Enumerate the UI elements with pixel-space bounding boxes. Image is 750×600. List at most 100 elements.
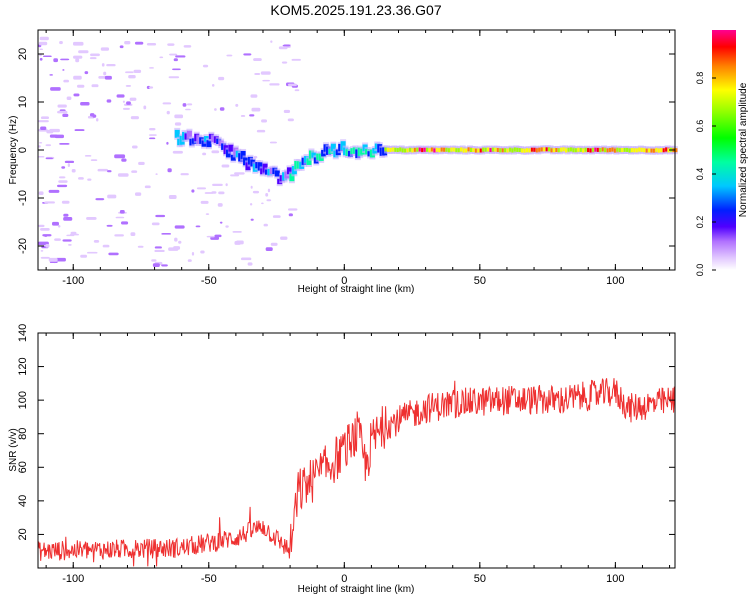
spectrogram-noise-cell	[76, 84, 85, 88]
spectrogram-noise-cell	[38, 224, 45, 228]
spectrogram-noise-cell	[250, 94, 258, 98]
spectrogram-noise-cell	[39, 48, 43, 50]
spectrogram-noise-cell	[58, 180, 68, 183]
spectrogram-noise-cell	[173, 58, 178, 62]
spectrogram-noise-cell	[202, 64, 209, 68]
snr-y-tick-label: 60	[17, 461, 29, 473]
spectrogram-noise-cell	[44, 201, 55, 204]
spectrogram-noise-cell	[205, 213, 210, 215]
spectrogram-noise-cell	[159, 56, 164, 59]
spectrogram-noise-cell	[254, 73, 261, 76]
spectrogram-noise-cell	[167, 168, 172, 173]
spectrogram-noise-cell	[89, 57, 97, 60]
colorbar-tick-label: 0.0	[695, 264, 705, 277]
spectrogram-noise-cell	[63, 213, 69, 217]
spectrogram-noise-cell	[240, 115, 246, 117]
spectrogram-noise-cell	[122, 100, 125, 103]
spectrogram-noise-cell	[62, 113, 69, 118]
spectrogram-noise-cell	[187, 103, 193, 106]
spectrogram-noise-cell	[115, 216, 125, 219]
spectrogram-noise-cell	[117, 173, 129, 177]
colorbar-tick-label: 0.8	[695, 72, 705, 85]
spectrogram-noise-cell	[212, 183, 223, 187]
colorbar-ticks: 0.0 0.2 0.4 0.6 0.8	[695, 72, 716, 277]
spectrogram-noise-cell	[38, 191, 44, 196]
spectrogram-noise-cell	[175, 55, 186, 58]
colorbar-label: Normalized spectral amplitude	[738, 82, 749, 217]
spectrogram-noise-cell	[123, 107, 130, 110]
spectrogram-noise-cell	[103, 71, 107, 76]
colorbar-tick-label: 0.6	[695, 120, 705, 133]
snr-series-line	[37, 378, 676, 567]
spectrogram-noise-cell	[90, 53, 100, 57]
snr-x-label: Height of straight line (km)	[298, 584, 415, 595]
spectrogram-noise-cell	[249, 202, 253, 206]
spectrogram-noise-cell	[261, 202, 264, 205]
spectrogram-noise-cell	[235, 240, 244, 245]
spectrogram-noise-cell	[87, 178, 92, 181]
spectrogram-noise-cell	[124, 41, 131, 45]
spectrogram-noise-cell	[249, 114, 255, 117]
spectrogram-y-ticks: -20 -10 0 10 20	[17, 48, 675, 254]
spectrogram-noise-cell	[191, 252, 195, 256]
spectrogram-noise-cell	[80, 254, 88, 258]
spectrogram-noise-cell	[45, 144, 52, 147]
spectrogram-noise-cell	[54, 238, 61, 241]
spectrogram-noise-cell	[225, 225, 229, 228]
snr-y-tick-label: 100	[17, 391, 29, 409]
spectrogram-noise-cell	[263, 223, 268, 227]
spectrogram-noise-cell	[68, 244, 72, 246]
spectrogram-noise-cell	[247, 262, 253, 266]
spectrogram-noise-cell	[59, 176, 66, 179]
spectrogram-noise-cell	[38, 145, 41, 148]
spectrogram-noise-cell	[100, 47, 110, 51]
spectrogram-noise-cell	[253, 58, 262, 61]
spectrogram-noise-cell	[191, 189, 195, 193]
spectrogram-noise-cell	[121, 158, 127, 162]
spectrogram-noise-cell	[265, 247, 273, 251]
spectrogram-noise-cell	[57, 104, 67, 108]
spectrogram-noise-cell	[84, 71, 89, 75]
spectrogram-y-tick-label: 10	[17, 96, 29, 108]
spectrogram-noise-cell	[269, 141, 277, 144]
spectrogram-noise-cell	[39, 57, 43, 61]
spectrogram-noise-cell	[200, 200, 209, 204]
spectrogram-noise-cell	[225, 183, 228, 187]
snr-y-label: SNR (v/v)	[8, 428, 19, 471]
spectrogram-noise-cell	[96, 118, 99, 122]
spectrogram-noise-cell	[161, 264, 168, 267]
snr-y-ticks: 20 40 60 80 100 120 140	[17, 324, 675, 541]
spectrogram-noise-cell	[86, 251, 98, 254]
spectrogram-noise-cell	[104, 75, 112, 80]
snr-x-tick-label: -100	[62, 573, 84, 585]
spectrogram-x-tick-label: 50	[474, 275, 486, 287]
spectrogram-noise-cell	[280, 236, 288, 240]
spectrogram-noise-cell	[114, 234, 124, 237]
spectrogram-noise-cell	[287, 118, 294, 122]
spectrogram-ridge-cell	[286, 167, 292, 175]
spectrogram-noise-cell	[210, 236, 220, 240]
spectrogram-noise-cell	[168, 76, 180, 79]
spectrogram-noise-cell	[53, 58, 58, 63]
spectrogram-noise-cell	[107, 194, 117, 199]
spectrogram-noise-cell	[172, 150, 183, 154]
spectrogram-noise-cell	[180, 173, 189, 176]
spectrogram-noise-cell	[202, 152, 207, 156]
spectrogram-noise-cell	[58, 224, 61, 228]
spectrogram-noise-cell	[262, 79, 270, 82]
spectrogram-noise-cell	[66, 96, 72, 101]
spectrogram-ridge-cell	[186, 130, 192, 138]
spectrogram-noise-cell	[125, 84, 132, 87]
spectrogram-noise-cell	[106, 63, 116, 67]
spectrogram-noise-cell	[80, 101, 90, 106]
snr-x-tick-label: 100	[606, 573, 624, 585]
spectrogram-x-tick-label: 0	[341, 275, 347, 287]
spectrogram-noise-cell	[154, 249, 165, 253]
spectrogram-noise-cell	[129, 97, 137, 101]
spectrogram-noise-cell	[287, 83, 297, 87]
spectrogram-noise-cell	[217, 203, 223, 207]
spectrogram-noise-cell	[214, 108, 217, 111]
spectrogram-noise-cell	[114, 154, 126, 159]
spectrogram-noise-cell	[126, 101, 131, 105]
